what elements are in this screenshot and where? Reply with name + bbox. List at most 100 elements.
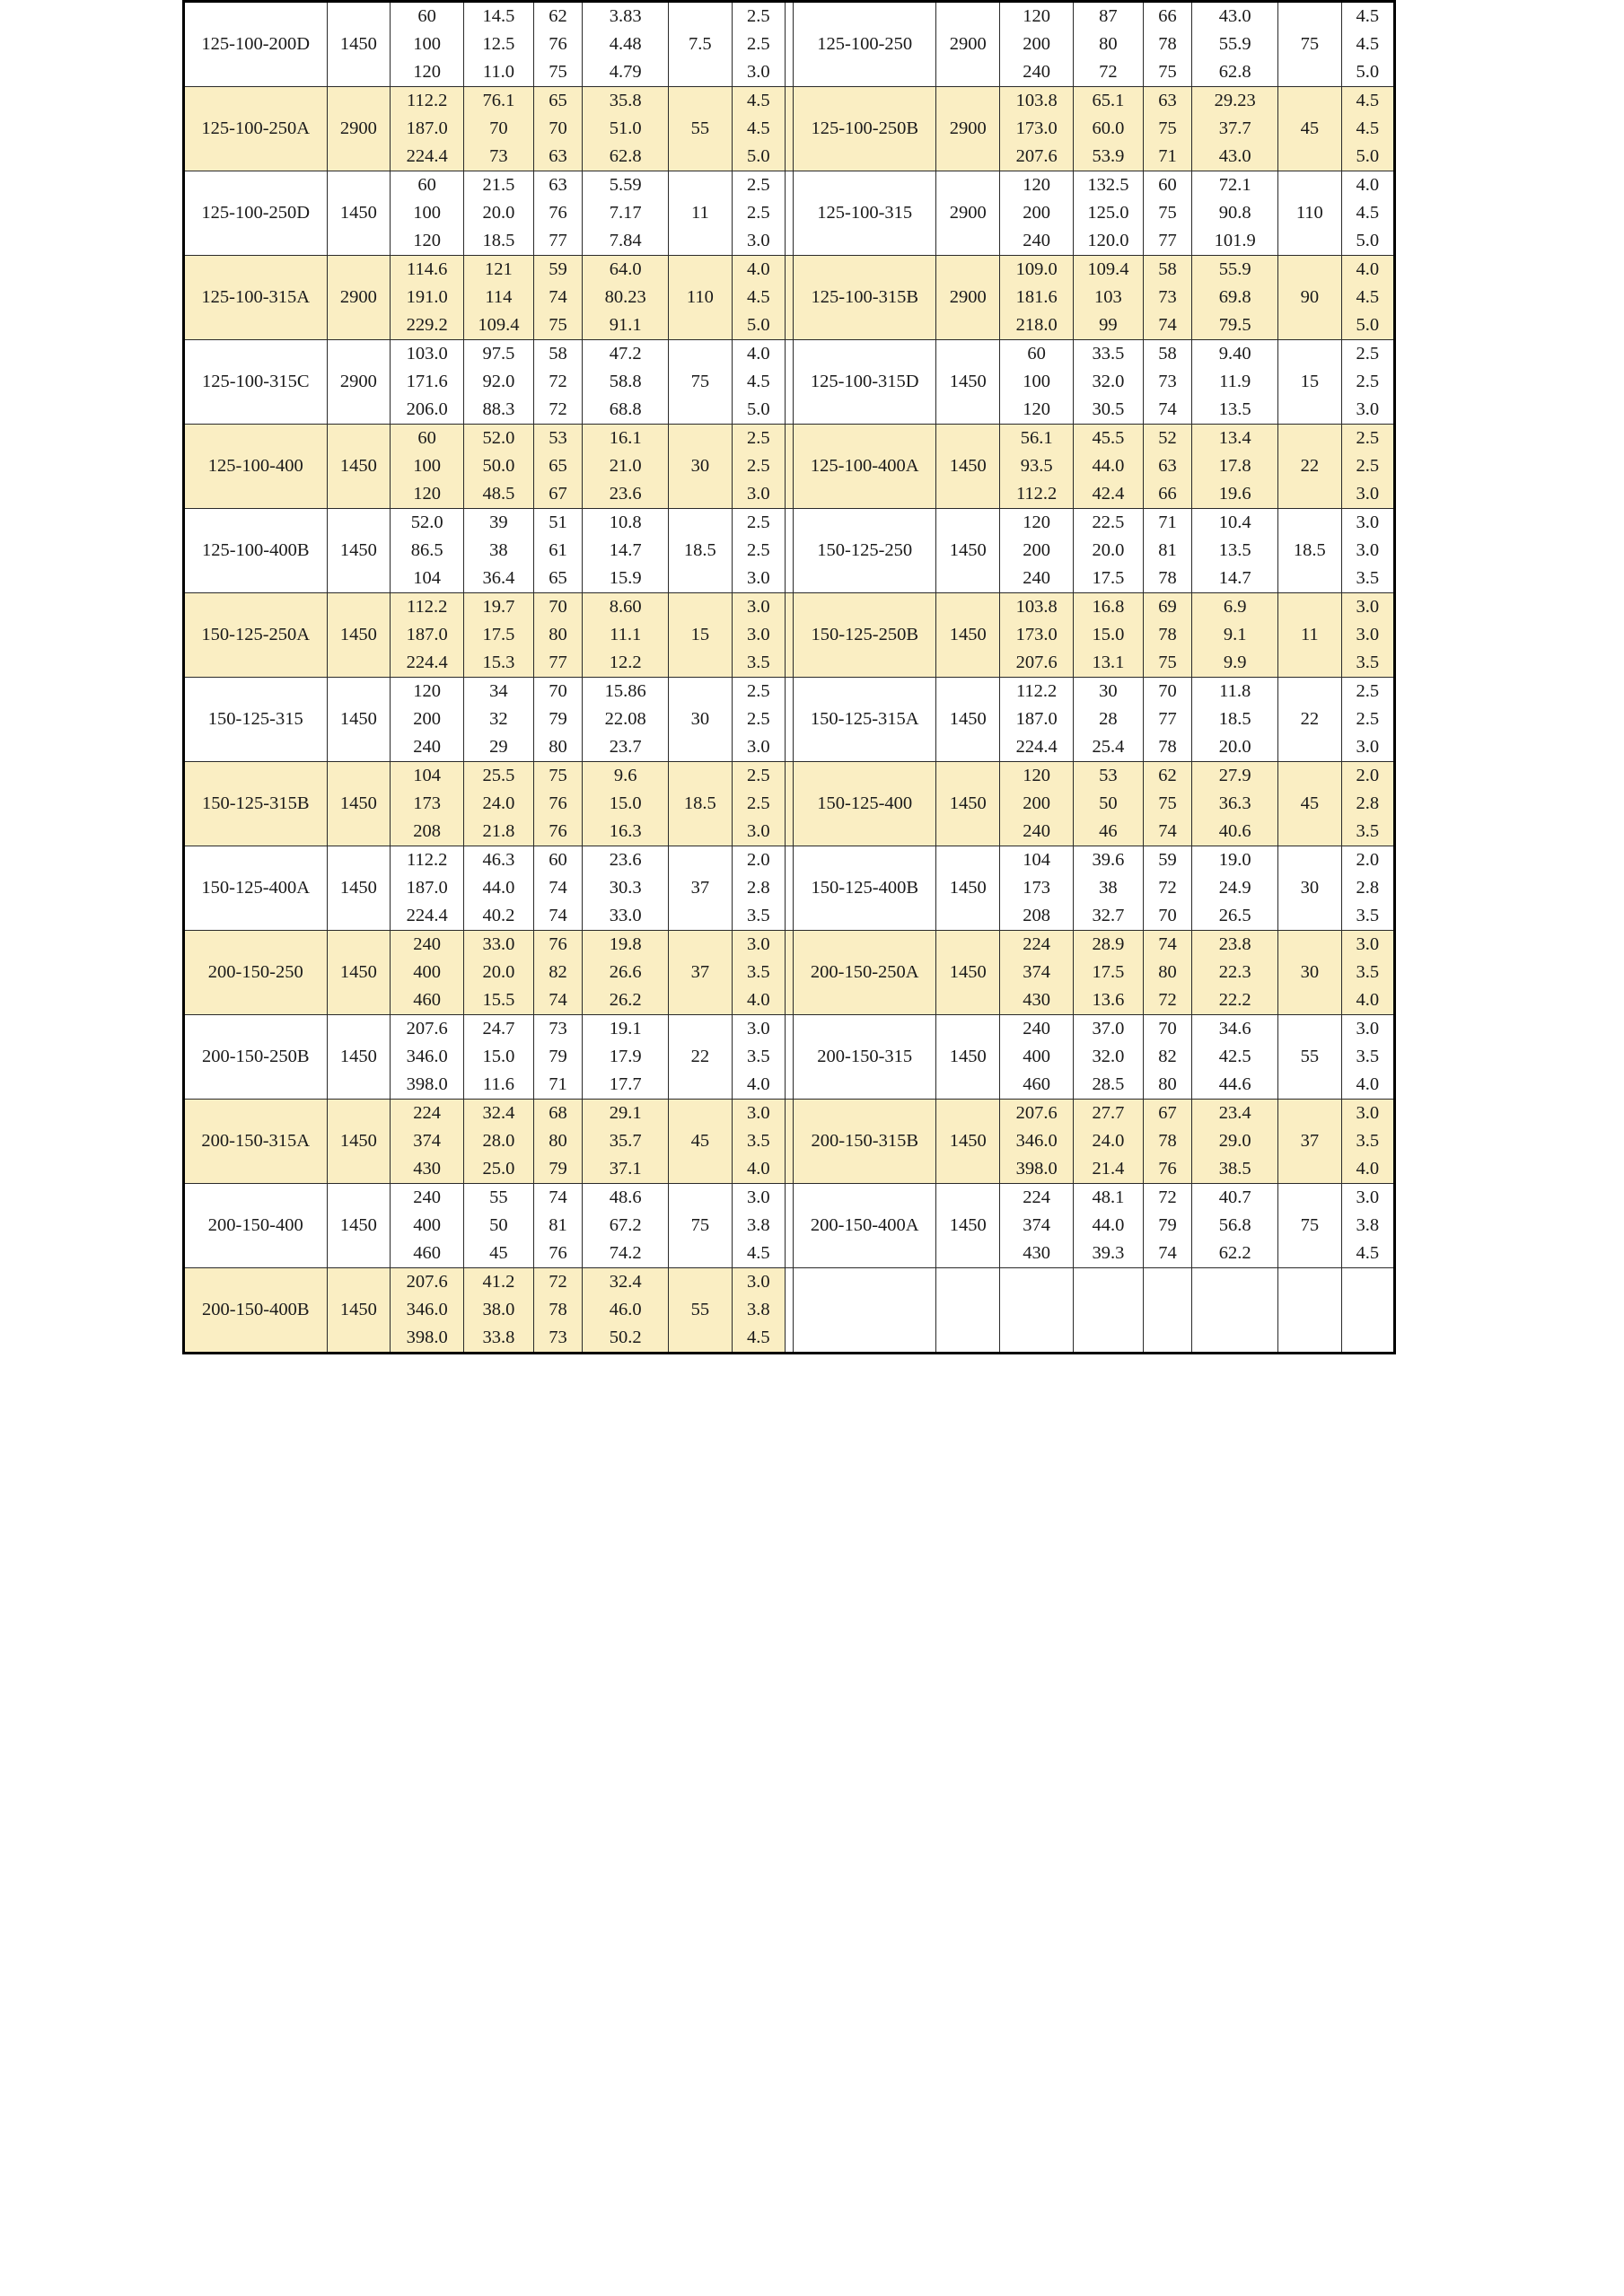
left-npsh-cell: 3.0 3.8 4.5 <box>731 1267 786 1354</box>
left-model-cell: 150-125-315 <box>183 677 328 762</box>
block-divider <box>784 171 794 256</box>
left-efficiency-cell: 51 61 65 <box>532 508 584 593</box>
right-npsh-cell: 3.0 3.5 4.0 <box>1340 930 1396 1015</box>
right-motor-power-cell: 90 <box>1277 255 1342 340</box>
left-flow-cell: 112.2 187.0 224.4 <box>390 86 465 171</box>
left-model-cell: 200-150-400B <box>183 1267 328 1354</box>
right-speed-cell: 1450 <box>935 339 1001 425</box>
left-efficiency-cell: 74 81 76 <box>532 1183 584 1268</box>
right-model-cell: 200-150-400A <box>792 1183 937 1268</box>
left-speed-cell: 1450 <box>326 1014 391 1100</box>
right-npsh-cell: 4.0 4.5 5.0 <box>1340 171 1396 256</box>
left-flow-cell: 207.6 346.0 398.0 <box>390 1267 465 1354</box>
right-shaft-power-cell: 19.0 24.9 26.5 <box>1191 846 1278 931</box>
left-npsh-cell: 3.0 3.5 4.0 <box>731 1014 786 1100</box>
right-speed-cell: 2900 <box>935 1 1001 87</box>
left-motor-power-cell: 45 <box>668 1099 733 1184</box>
left-shaft-power-cell: 15.86 22.08 23.7 <box>582 677 670 762</box>
right-head-cell: 39.6 38 32.7 <box>1073 846 1144 931</box>
block-divider <box>784 1 794 87</box>
right-flow-cell: 207.6 346.0 398.0 <box>999 1099 1075 1184</box>
right-efficiency-cell <box>1142 1267 1193 1354</box>
left-head-cell: 52.0 50.0 48.5 <box>463 424 534 509</box>
right-flow-cell: 112.2 187.0 224.4 <box>999 677 1075 762</box>
right-flow-cell: 60 100 120 <box>999 339 1075 425</box>
right-efficiency-cell: 67 78 76 <box>1142 1099 1193 1184</box>
right-npsh-cell: 3.0 3.0 3.5 <box>1340 592 1396 678</box>
right-model-cell: 200-150-315 <box>792 1014 937 1100</box>
left-speed-cell: 1450 <box>326 677 391 762</box>
left-efficiency-cell: 59 74 75 <box>532 255 584 340</box>
right-model-cell: 125-100-250 <box>792 1 937 87</box>
left-motor-power-cell: 7.5 <box>668 1 733 87</box>
right-npsh-cell: 2.0 2.8 3.5 <box>1340 761 1396 846</box>
left-efficiency-cell: 75 76 76 <box>532 761 584 846</box>
block-divider <box>784 1183 794 1268</box>
left-motor-power-cell: 18.5 <box>668 761 733 846</box>
left-speed-cell: 1450 <box>326 1099 391 1184</box>
left-speed-cell: 1450 <box>326 424 391 509</box>
right-npsh-cell: 2.5 2.5 3.0 <box>1340 424 1396 509</box>
left-shaft-power-cell: 19.8 26.6 26.2 <box>582 930 670 1015</box>
left-flow-cell: 240 400 460 <box>390 930 465 1015</box>
right-shaft-power-cell: 13.4 17.8 19.6 <box>1191 424 1278 509</box>
left-flow-cell: 60 100 120 <box>390 424 465 509</box>
right-motor-power-cell: 75 <box>1277 1183 1342 1268</box>
right-model-cell: 150-125-400B <box>792 846 937 931</box>
left-shaft-power-cell: 8.60 11.1 12.2 <box>582 592 670 678</box>
left-shaft-power-cell: 64.0 80.23 91.1 <box>582 255 670 340</box>
right-head-cell: 53 50 46 <box>1073 761 1144 846</box>
right-motor-power-cell: 45 <box>1277 761 1342 846</box>
right-efficiency-cell: 58 73 74 <box>1142 339 1193 425</box>
right-npsh-cell: 4.5 4.5 5.0 <box>1340 1 1396 87</box>
right-flow-cell: 120 200 240 <box>999 761 1075 846</box>
left-flow-cell: 104 173 208 <box>390 761 465 846</box>
left-motor-power-cell: 55 <box>668 1267 733 1354</box>
left-npsh-cell: 2.5 2.5 3.0 <box>731 677 786 762</box>
left-motor-power-cell: 37 <box>668 846 733 931</box>
left-head-cell: 25.5 24.0 21.8 <box>463 761 534 846</box>
right-flow-cell: 120 200 240 <box>999 171 1075 256</box>
right-model-cell: 125-100-250B <box>792 86 937 171</box>
right-head-cell: 27.7 24.0 21.4 <box>1073 1099 1144 1184</box>
left-flow-cell: 114.6 191.0 229.2 <box>390 255 465 340</box>
table-row: 125-100-250A 2900 112.2 187.0 224.4 76.1 70 73 6… <box>183 86 1396 171</box>
pump-specification-table: 125-100-200D 1450 60 100 120 14.5 12.5 11.0 62 76… <box>182 0 1396 1354</box>
left-efficiency-cell: 65 70 63 <box>532 86 584 171</box>
left-head-cell: 19.7 17.5 15.3 <box>463 592 534 678</box>
left-head-cell: 14.5 12.5 11.0 <box>463 1 534 87</box>
right-head-cell: 87 80 72 <box>1073 1 1144 87</box>
left-head-cell: 32.4 28.0 25.0 <box>463 1099 534 1184</box>
left-motor-power-cell: 15 <box>668 592 733 678</box>
right-efficiency-cell: 72 79 74 <box>1142 1183 1193 1268</box>
right-flow-cell: 224 374 430 <box>999 930 1075 1015</box>
block-divider <box>784 592 794 678</box>
left-flow-cell: 112.2 187.0 224.4 <box>390 592 465 678</box>
left-flow-cell: 60 100 120 <box>390 171 465 256</box>
right-motor-power-cell <box>1277 1267 1342 1354</box>
left-head-cell: 76.1 70 73 <box>463 86 534 171</box>
table-row: 125-100-315A 2900 114.6 191.0 229.2 121 114 109… <box>183 255 1396 340</box>
block-divider <box>784 339 794 425</box>
right-model-cell: 125-100-315B <box>792 255 937 340</box>
right-speed-cell: 1450 <box>935 846 1001 931</box>
right-npsh-cell <box>1340 1267 1396 1354</box>
right-efficiency-cell: 63 75 71 <box>1142 86 1193 171</box>
left-speed-cell: 2900 <box>326 255 391 340</box>
block-divider <box>784 930 794 1015</box>
right-flow-cell: 104 173 208 <box>999 846 1075 931</box>
right-head-cell: 16.8 15.0 13.1 <box>1073 592 1144 678</box>
right-model-cell <box>792 1267 937 1354</box>
right-model-cell: 125-100-315 <box>792 171 937 256</box>
right-flow-cell: 56.1 93.5 112.2 <box>999 424 1075 509</box>
left-npsh-cell: 3.0 3.5 4.0 <box>731 1099 786 1184</box>
table-row: 150-125-250A 1450 112.2 187.0 224.4 19.7 17.5 1… <box>183 592 1396 678</box>
right-motor-power-cell: 22 <box>1277 424 1342 509</box>
right-motor-power-cell: 37 <box>1277 1099 1342 1184</box>
left-motor-power-cell: 18.5 <box>668 508 733 593</box>
right-shaft-power-cell: 6.9 9.1 9.9 <box>1191 592 1278 678</box>
right-motor-power-cell: 11 <box>1277 592 1342 678</box>
left-shaft-power-cell: 9.6 15.0 16.3 <box>582 761 670 846</box>
left-model-cell: 150-125-400A <box>183 846 328 931</box>
